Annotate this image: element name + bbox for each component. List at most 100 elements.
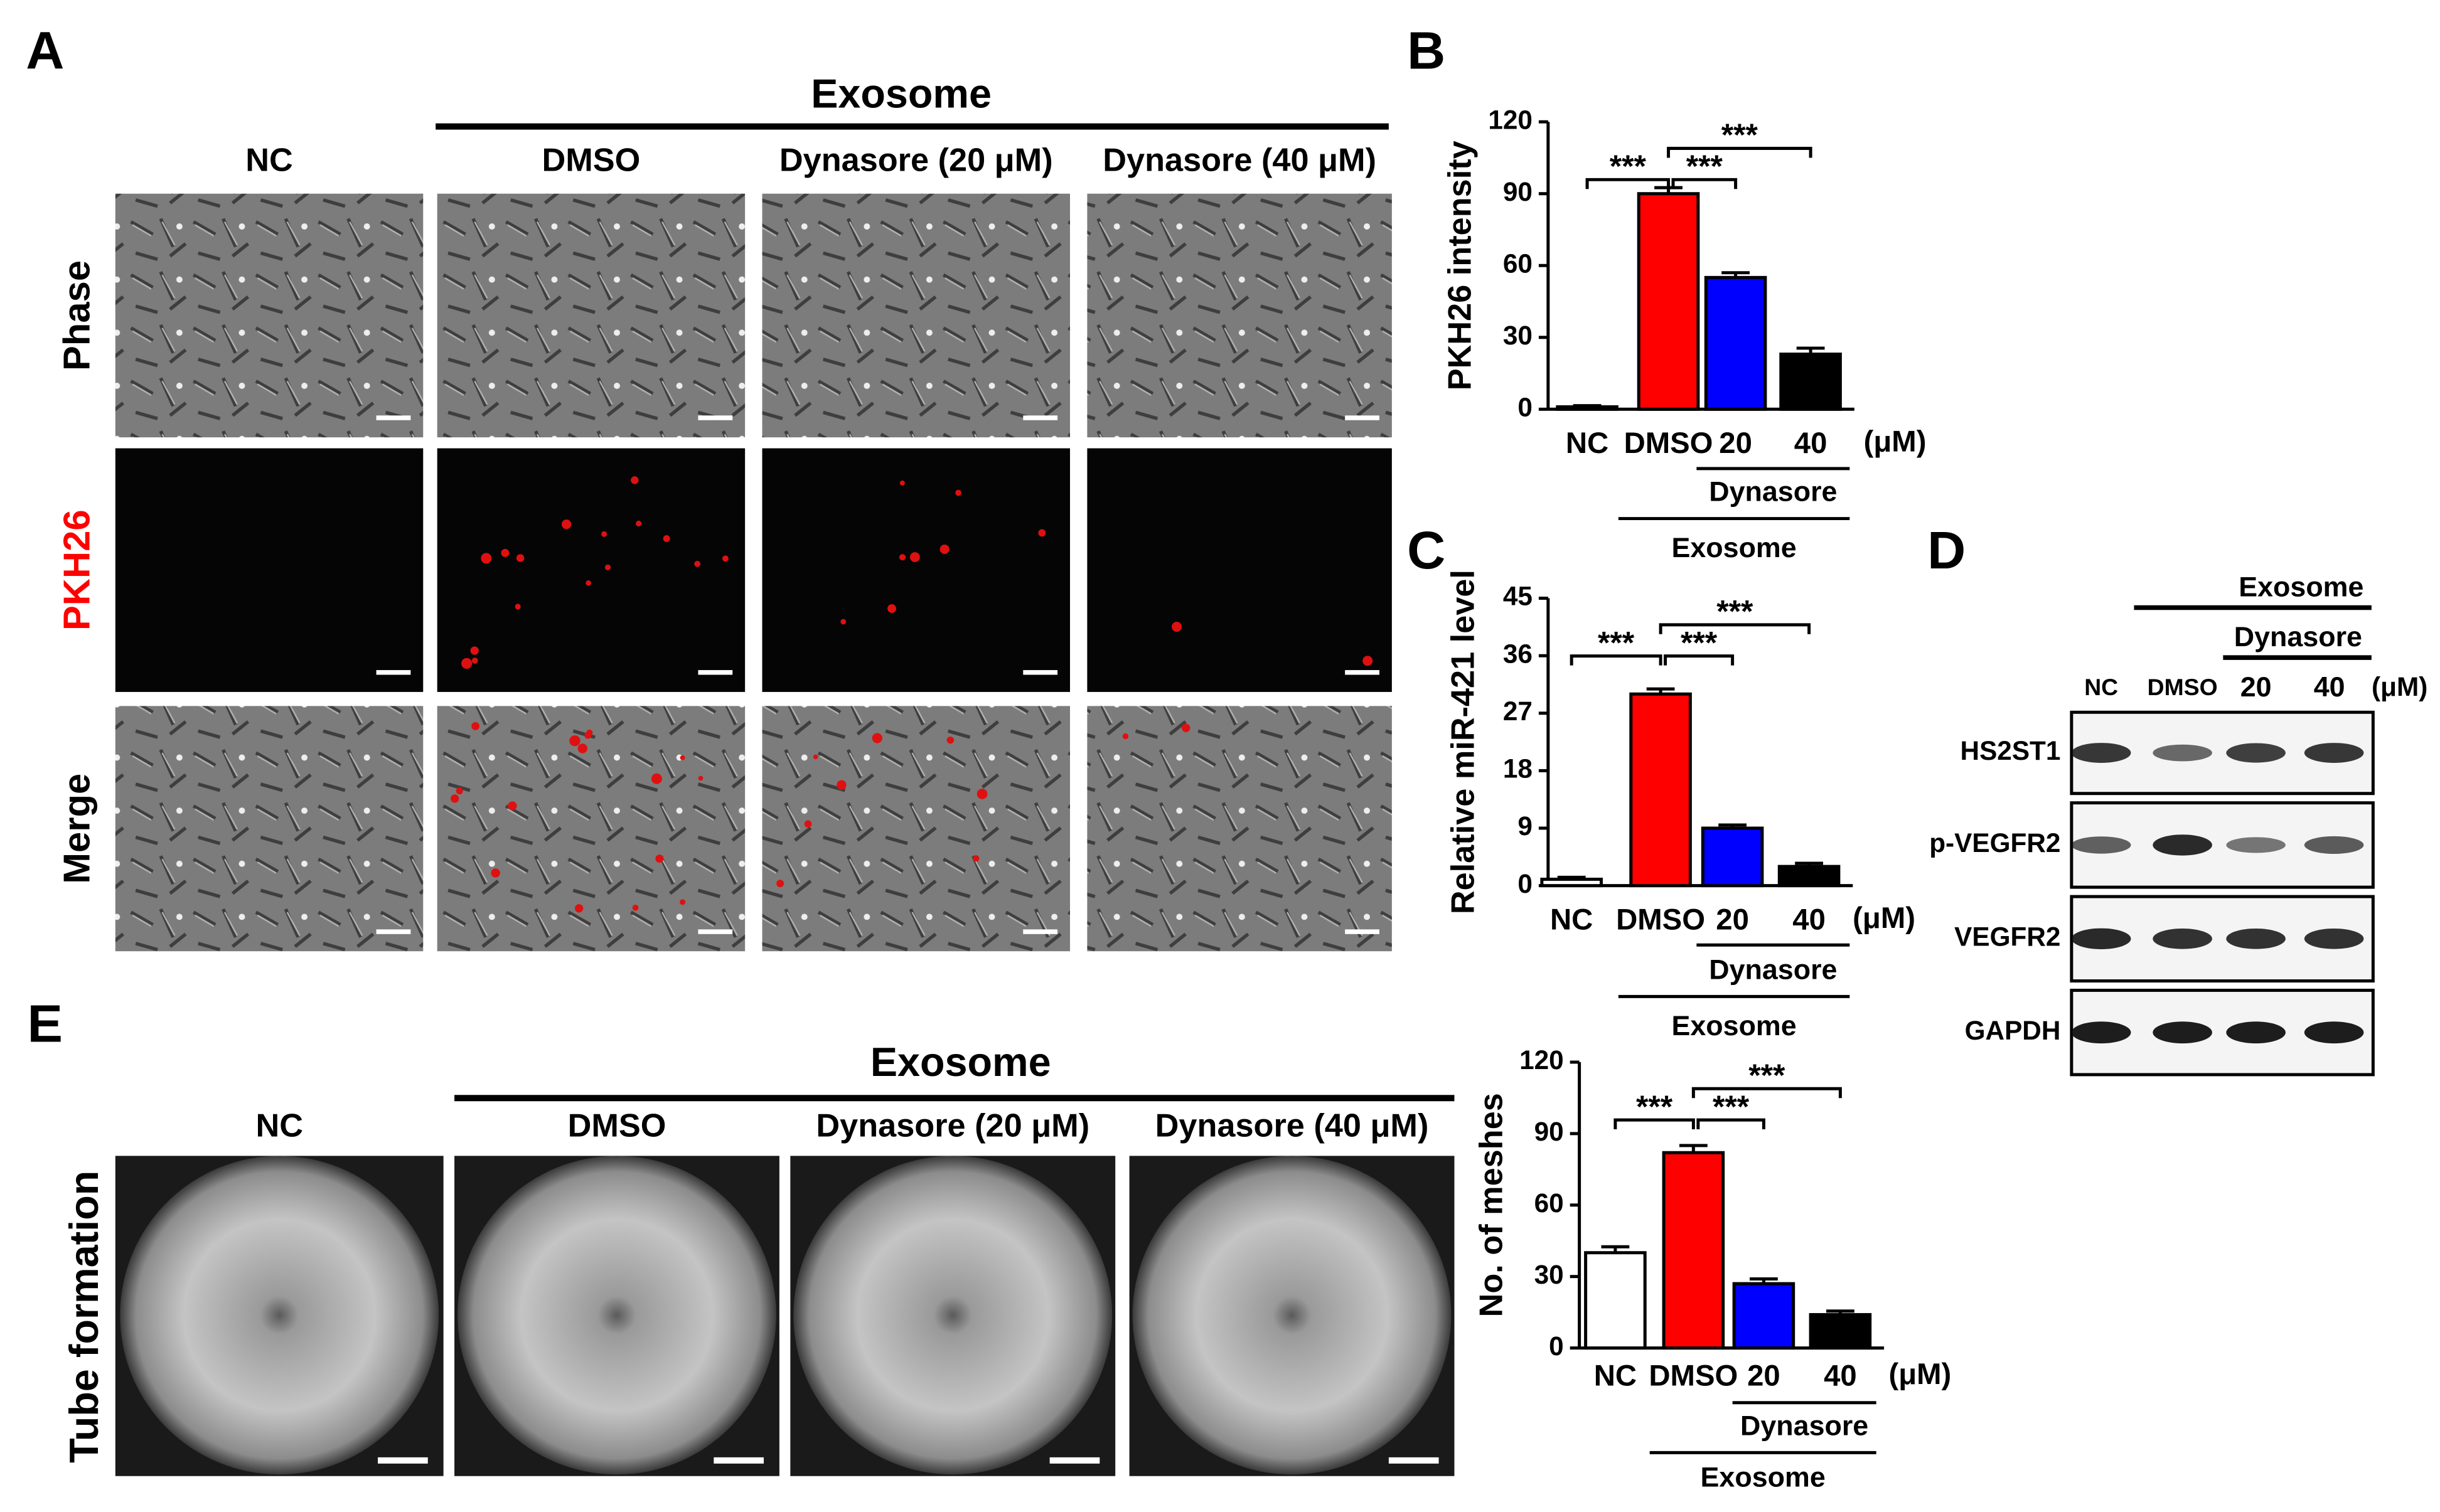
- pkh26-spot: [569, 735, 581, 747]
- significance-bracket: [1691, 1087, 1842, 1099]
- y-tick-label: 120: [1488, 105, 1533, 134]
- micrograph: [437, 193, 746, 438]
- pkh26-spot: [955, 489, 961, 496]
- row-label: Tube formation: [61, 1171, 107, 1463]
- significance-label: ***: [1681, 625, 1718, 660]
- bar: [1629, 692, 1692, 888]
- micrograph: [437, 706, 746, 952]
- y-tick-label: 0: [1517, 392, 1533, 422]
- pkh26-spot: [813, 754, 818, 760]
- x-tick-label: DMSO: [1649, 1359, 1738, 1392]
- group-label: Exosome: [811, 70, 992, 116]
- pkh26-spot: [680, 899, 686, 905]
- blot-band: [2304, 928, 2364, 949]
- well: [1132, 1156, 1452, 1475]
- blot-band: [2226, 1021, 2286, 1044]
- pkh26-spot: [501, 548, 510, 557]
- significance-label: ***: [1598, 625, 1635, 660]
- scale-bar: [1345, 929, 1379, 934]
- panel-label: E: [28, 994, 63, 1053]
- lane-label: 20: [2240, 671, 2272, 703]
- blot-label: VEGFR2: [1954, 922, 2060, 951]
- row-label: Merge: [55, 774, 97, 884]
- y-axis-label: No. of meshes: [1474, 1093, 1510, 1317]
- y-tick-label: 60: [1534, 1188, 1564, 1218]
- unit-label: (μM): [1853, 902, 1915, 935]
- well: [458, 1156, 776, 1475]
- pkh26-spot: [451, 794, 459, 803]
- pkh26-spot: [694, 560, 701, 567]
- bar: [1662, 1151, 1725, 1350]
- pkh26-spot: [899, 554, 906, 561]
- pkh26-spot: [601, 531, 607, 537]
- blot-band: [2071, 836, 2131, 854]
- pkh26-spot: [604, 564, 611, 571]
- x-tick-label: 40: [1792, 903, 1826, 936]
- pkh26-spot: [663, 535, 670, 542]
- column-header: NC: [245, 142, 293, 179]
- pkh26-spot: [636, 520, 642, 527]
- micrograph: [115, 448, 424, 692]
- unit-label: (μM): [1888, 1358, 1951, 1391]
- blot-label: GAPDH: [1965, 1016, 2061, 1045]
- column-header: DMSO: [542, 142, 641, 179]
- panel-label: B: [1407, 20, 1445, 80]
- pkh26-spot: [1172, 622, 1182, 632]
- significance-bracket: [1585, 178, 1671, 189]
- group-label: Exosome: [1701, 1462, 1826, 1493]
- column-header: Dynasore (20 μM): [779, 142, 1053, 179]
- blot-band: [2071, 743, 2131, 763]
- significance-bracket: [1671, 178, 1738, 189]
- pkh26-spot: [471, 721, 480, 730]
- micrograph: [762, 706, 1070, 952]
- group-label: Dynasore: [1709, 954, 1837, 985]
- pkh26-spot: [515, 604, 521, 610]
- micrograph: [115, 706, 424, 952]
- y-tick-label: 18: [1503, 754, 1533, 784]
- significance-bracket: [1659, 623, 1811, 634]
- blot-label: HS2ST1: [1961, 736, 2061, 765]
- micrograph: [1087, 706, 1392, 952]
- y-tick-label: 9: [1517, 811, 1533, 841]
- pkh26-spot: [1182, 723, 1191, 733]
- group-label: Dynasore: [1740, 1410, 1868, 1441]
- blot-band: [2071, 1021, 2131, 1044]
- scale-bar: [1023, 929, 1058, 934]
- group-label: Dynasore: [2234, 621, 2362, 652]
- y-tick-label: 0: [1517, 869, 1533, 898]
- row-label: PKH26: [55, 509, 97, 631]
- group-label: Exosome: [1672, 1010, 1797, 1041]
- y-tick-label: 90: [1534, 1117, 1564, 1146]
- x-tick-label: NC: [1566, 427, 1608, 460]
- column-header: Dynasore (40 μM): [1103, 142, 1376, 179]
- y-tick-label: 90: [1503, 177, 1533, 206]
- scale-bar: [698, 415, 733, 420]
- pkh26-spot: [722, 555, 729, 562]
- panel-label: A: [26, 20, 64, 80]
- y-tick-label: 27: [1503, 696, 1533, 726]
- x-tick-label: 40: [1824, 1359, 1857, 1392]
- panel-label: C: [1407, 520, 1445, 580]
- scale-bar: [376, 670, 411, 675]
- bar: [1732, 1282, 1795, 1350]
- significance-bracket: [1664, 654, 1735, 666]
- y-tick-label: 36: [1503, 639, 1533, 668]
- significance-label: ***: [1716, 594, 1753, 629]
- group-label: Dynasore: [1709, 476, 1837, 508]
- scale-bar: [1049, 1457, 1100, 1464]
- scale-bar: [698, 670, 733, 675]
- pkh26-spot: [586, 580, 591, 586]
- pkh26-spot: [899, 480, 905, 486]
- significance-label: ***: [1686, 149, 1723, 184]
- x-tick-label: NC: [1550, 903, 1593, 936]
- pkh26-spot: [1038, 529, 1046, 537]
- scale-bar: [1023, 415, 1058, 420]
- blot-label: p-VEGFR2: [1929, 828, 2060, 858]
- pkh26-spot: [887, 604, 897, 613]
- y-tick-label: 30: [1534, 1260, 1564, 1289]
- pkh26-spot: [973, 855, 980, 862]
- column-header: DMSO: [568, 1107, 666, 1144]
- significance-label: ***: [1721, 117, 1758, 152]
